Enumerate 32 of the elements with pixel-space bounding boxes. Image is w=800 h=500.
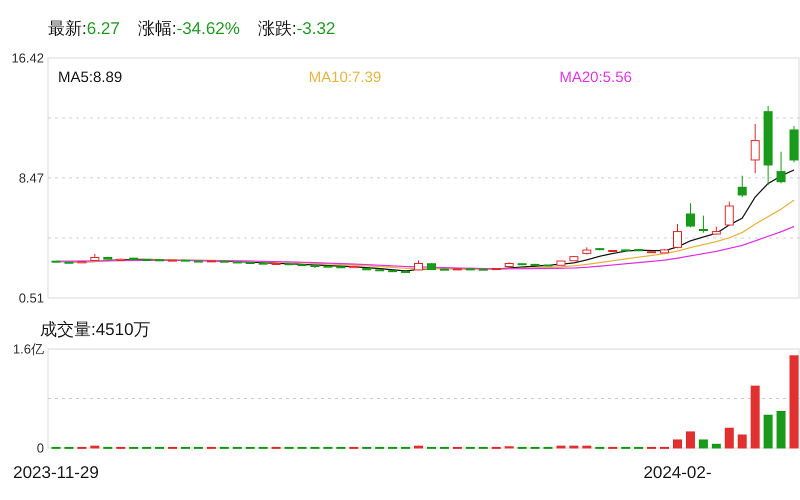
- y-tick-label: 0: [36, 440, 44, 456]
- candlestick: [738, 175, 747, 198]
- bar: [750, 386, 760, 448]
- text: 最新:6.27: [48, 19, 120, 38]
- y-tick-label: 1.6亿: [12, 342, 44, 357]
- text: MA20:5.56: [559, 69, 632, 86]
- bar: [672, 439, 682, 448]
- bar: [712, 444, 721, 448]
- bar: [698, 439, 708, 448]
- bar: [738, 434, 747, 448]
- text: MA10:7.39: [308, 69, 382, 86]
- bar: [764, 414, 773, 448]
- candlestick: [414, 260, 424, 271]
- bar: [686, 431, 695, 448]
- candlestick: [776, 151, 786, 184]
- candlestick: [672, 223, 682, 249]
- y-tick-label: 0.51: [18, 290, 44, 306]
- candlestick: [750, 123, 760, 174]
- x-tick-label: 2023-11-29: [13, 463, 99, 482]
- candlestick: [686, 202, 695, 228]
- bar: [724, 428, 734, 448]
- y-tick-label: 16.42: [11, 50, 44, 66]
- candlestick: [724, 201, 734, 226]
- chart-title: 成交量:4510万: [40, 320, 151, 339]
- y-tick-label: 8.47: [18, 170, 44, 186]
- candlestick: [698, 215, 708, 234]
- text: MA5:8.89: [58, 69, 122, 86]
- text: 涨幅:-34.62%: [138, 19, 240, 38]
- text: 涨跌:-3.32: [258, 19, 336, 38]
- bar: [776, 410, 786, 448]
- bar: [790, 355, 798, 448]
- x-tick-label: 2024-02-: [643, 463, 712, 482]
